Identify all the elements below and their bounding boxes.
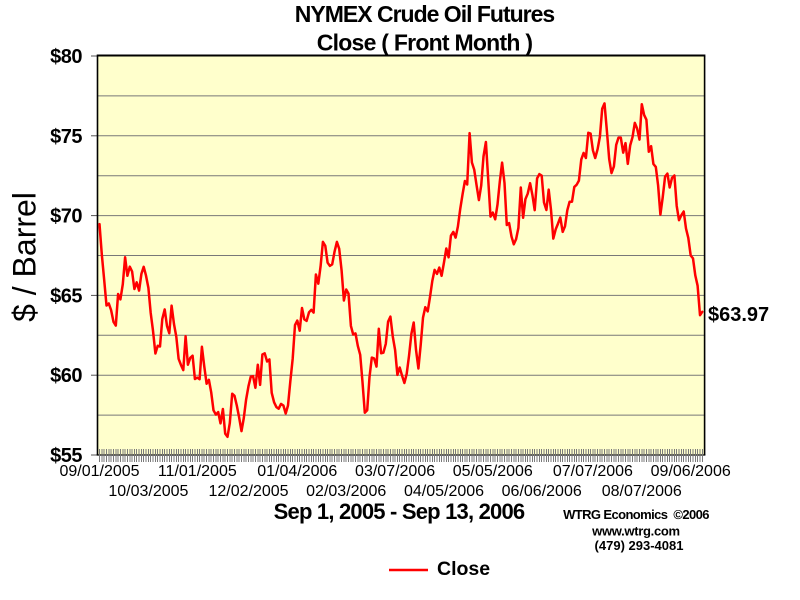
svg-text:09/06/2006: 09/06/2006 xyxy=(651,463,731,480)
svg-text:04/05/2006: 04/05/2006 xyxy=(404,483,484,500)
svg-text:$55: $55 xyxy=(50,445,82,467)
svg-text:Close ( Front Month ): Close ( Front Month ) xyxy=(317,30,533,56)
svg-text:$ / Barrel: $ / Barrel xyxy=(7,192,43,322)
svg-text:05/05/2006: 05/05/2006 xyxy=(453,463,533,480)
svg-text:07/07/2006: 07/07/2006 xyxy=(553,463,633,480)
svg-text:$60: $60 xyxy=(50,365,82,387)
svg-text:NYMEX Crude Oil Futures: NYMEX Crude Oil Futures xyxy=(295,1,555,27)
svg-text:(479) 293-4081: (479) 293-4081 xyxy=(595,538,684,553)
svg-text:$63.97: $63.97 xyxy=(708,304,769,326)
svg-text:$70: $70 xyxy=(50,206,82,228)
svg-text:12/02/2005: 12/02/2005 xyxy=(208,483,288,500)
svg-text:03/07/2006: 03/07/2006 xyxy=(355,463,435,480)
svg-text:WTRG Economics ©2006: WTRG Economics ©2006 xyxy=(563,507,709,522)
svg-text:01/04/2006: 01/04/2006 xyxy=(257,463,337,480)
svg-text:www.wtrg.com: www.wtrg.com xyxy=(591,524,680,539)
svg-text:08/07/2006: 08/07/2006 xyxy=(602,483,682,500)
svg-text:11/01/2005: 11/01/2005 xyxy=(158,463,237,480)
svg-text:Sep 1, 2005 - Sep 13, 2006: Sep 1, 2005 - Sep 13, 2006 xyxy=(274,499,525,524)
svg-text:10/03/2005: 10/03/2005 xyxy=(108,483,188,500)
svg-text:$75: $75 xyxy=(50,126,82,148)
svg-text:09/01/2005: 09/01/2005 xyxy=(59,463,139,480)
svg-text:02/03/2006: 02/03/2006 xyxy=(306,483,386,500)
svg-text:06/06/2006: 06/06/2006 xyxy=(502,483,582,500)
svg-text:Close: Close xyxy=(437,558,490,580)
svg-text:$65: $65 xyxy=(50,285,82,307)
svg-text:$80: $80 xyxy=(50,46,82,68)
